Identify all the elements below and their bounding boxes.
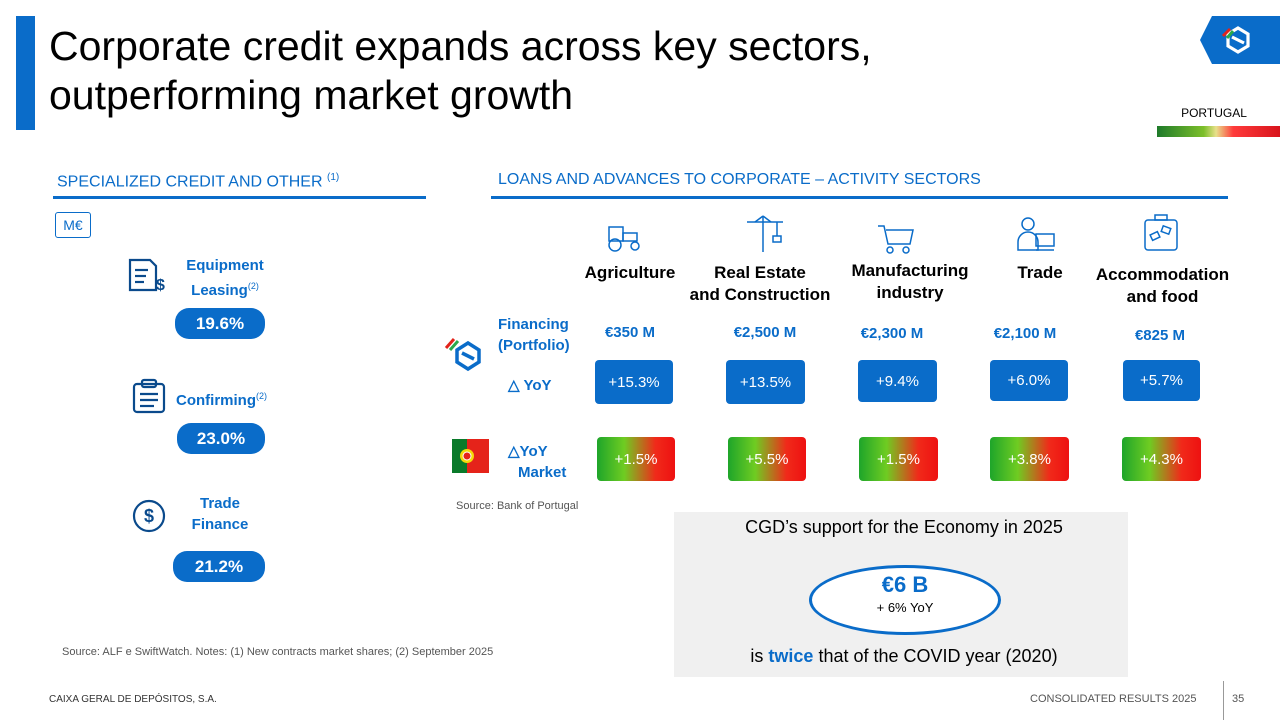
yoy-market-row-label: △YoY Market [508,443,567,481]
right-source-note: Source: Bank of Portugal [456,500,579,512]
specialized-credit-heading: SPECIALIZED CREDIT AND OTHER (1) [57,172,340,191]
crane-icon [745,214,785,254]
trade-finance-value: 21.2% [173,551,265,582]
left-heading-rule [53,196,426,199]
financing-agriculture: €350 M [604,324,656,341]
unit-badge: M€ [55,212,91,238]
market-yoy-manufacturing: +1.5% [859,437,938,481]
yoy-accommodation: +5.7% [1123,360,1200,401]
support-amount: €6 B [881,572,929,597]
support-amount-ellipse [809,565,1001,635]
cgd-symbol-icon [444,336,488,374]
support-comparison: is twice that of the COVID year (2020) [750,646,1058,666]
sector-agriculture: Agriculture [584,263,676,282]
suitcase-icon [1142,213,1182,253]
invoice-dollar-icon: $ [126,256,168,296]
confirming-value: 23.0% [177,423,265,454]
page-title: Corporate credit expands across key sect… [49,23,872,118]
trade-finance-label: Trade Finance [191,495,249,533]
sector-trade: Trade [1017,263,1063,282]
page-number: 35 [1232,693,1245,705]
yoy-manufacturing: +9.4% [858,360,937,402]
country-label: PORTUGAL [1181,106,1247,120]
cgd-logo [1200,16,1280,64]
financing-manufacturing: €2,300 M [860,325,924,342]
market-yoy-real-estate: +5.5% [728,437,806,481]
yoy-agriculture: +15.3% [595,360,673,404]
sector-real-estate: Real Estate and Construction [689,263,831,304]
yoy-trade: +6.0% [990,360,1068,401]
yoy-real-estate: +13.5% [726,360,805,404]
market-yoy-trade: +3.8% [990,437,1069,481]
delta-icon: △ [508,377,520,394]
right-heading-rule [491,196,1228,199]
sector-manufacturing: Manufacturing industry [851,261,969,302]
footer-report: CONSOLIDATED RESULTS 2025 [1030,693,1197,705]
financing-row-label: Financing (Portfolio) [498,316,570,354]
equipment-leasing-label: Equipment Leasing(2) [186,257,264,299]
market-yoy-agriculture: +1.5% [597,437,675,481]
left-source-note: Source: ALF e SwiftWatch. Notes: (1) New… [62,646,494,658]
yoy-row-label: △ YoY [508,377,552,394]
equipment-leasing-value: 19.6% [175,308,265,339]
support-amount-yoy: + 6% YoY [876,600,934,615]
person-computer-icon [1016,214,1056,254]
sector-accommodation: Accommodation and food [1095,265,1230,306]
cart-icon [876,218,916,258]
financing-trade: €2,100 M [993,325,1057,342]
svg-text:$: $ [144,506,154,526]
svg-text:$: $ [156,277,165,294]
delta-icon: △ [508,443,520,460]
footer-divider [1223,681,1224,720]
loans-sectors-heading: LOANS AND ADVANCES TO CORPORATE – ACTIVI… [498,171,981,188]
title-accent-bar [16,16,35,130]
financing-real-estate: €2,500 M [733,324,797,341]
footer-company: CAIXA GERAL DE DEPÓSITOS, S.A. [49,694,217,705]
portugal-flag-icon [452,439,489,473]
tractor-icon [605,215,645,255]
market-yoy-accommodation: +4.3% [1122,437,1201,481]
financing-accommodation: €825 M [1134,327,1186,344]
confirming-label: Confirming(2) [176,391,267,409]
support-heading: CGD’s support for the Economy in 2025 [745,517,1063,537]
portugal-color-strip [1157,126,1280,137]
clipboard-icon [130,378,168,416]
dollar-circle-icon: $ [132,499,166,533]
